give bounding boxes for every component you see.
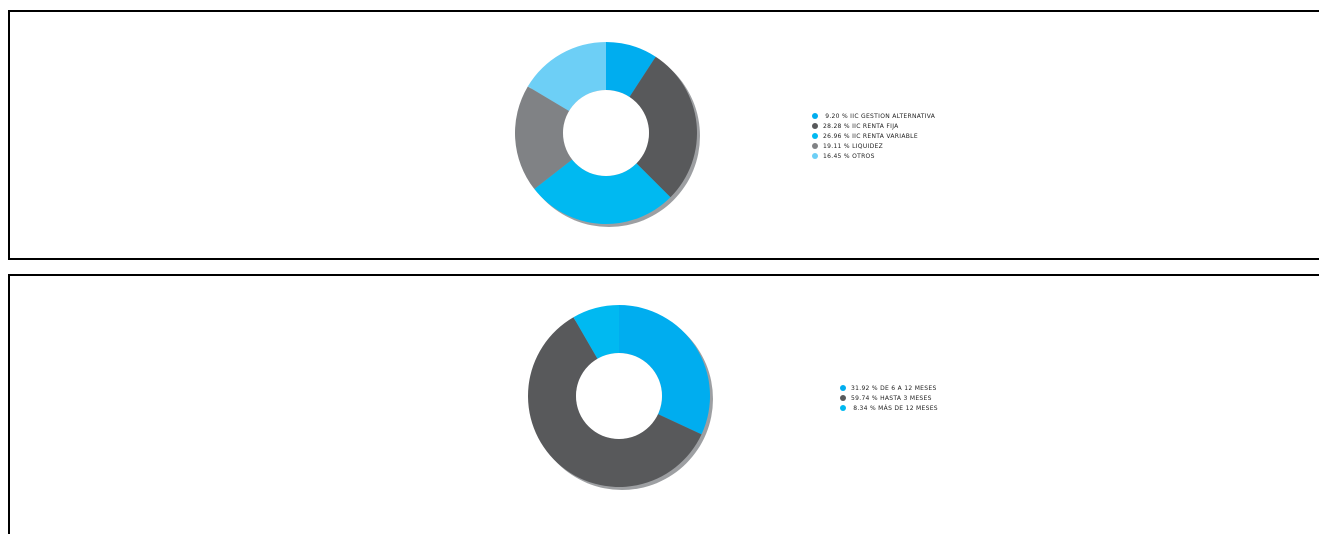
donut-chart-maturity	[528, 305, 713, 490]
legend-label: 26.96 % IIC RENTA VARIABLE	[823, 132, 918, 140]
legend-swatch	[840, 395, 846, 401]
legend-item: 26.96 % IIC RENTA VARIABLE	[812, 131, 935, 141]
legend-label: 8.34 % MÁS DE 12 MESES	[851, 404, 938, 412]
donut-hole	[563, 90, 649, 176]
donut-slice-1	[619, 305, 710, 435]
donut-slice-2	[528, 317, 702, 487]
legend-item: 8.34 % MÁS DE 12 MESES	[840, 403, 938, 413]
donut-slice-1	[606, 42, 656, 97]
legend-label: 19.11 % LIQUIDEZ	[823, 142, 884, 150]
donut-hole	[576, 353, 662, 439]
chart-panel-bottom	[8, 274, 1319, 534]
donut-slice-4	[515, 86, 573, 190]
donut-slice-3	[534, 159, 671, 224]
legend-swatch	[840, 385, 846, 391]
donut-chart-assets	[515, 42, 700, 227]
donut-slice-5	[527, 42, 606, 111]
donut-slice-2	[629, 56, 697, 198]
legend-item: 31.92 % DE 6 A 12 MESES	[840, 383, 938, 393]
legend-item: 28.28 % IIC RENTA FIJA	[812, 121, 935, 131]
legend-maturity: 31.92 % DE 6 A 12 MESES 59.74 % HASTA 3 M…	[840, 383, 938, 413]
legend-swatch	[812, 133, 818, 139]
legend-item: 9.20 % IIC GESTION ALTERNATIVA	[812, 111, 935, 121]
legend-assets: 9.20 % IIC GESTION ALTERNATIVA 28.28 % II…	[812, 111, 935, 161]
legend-swatch	[812, 113, 818, 119]
legend-item: 19.11 % LIQUIDEZ	[812, 141, 935, 151]
legend-label: 9.20 % IIC GESTION ALTERNATIVA	[823, 112, 936, 120]
chart-panel-top	[8, 10, 1319, 260]
legend-swatch	[840, 405, 846, 411]
legend-label: 59.74 % HASTA 3 MESES	[851, 394, 932, 402]
legend-item: 16.45 % OTROS	[812, 151, 935, 161]
legend-label: 16.45 % OTROS	[823, 152, 875, 160]
legend-label: 28.28 % IIC RENTA FIJA	[823, 122, 899, 130]
legend-item: 59.74 % HASTA 3 MESES	[840, 393, 938, 403]
legend-label: 31.92 % DE 6 A 12 MESES	[851, 384, 937, 392]
legend-swatch	[812, 123, 818, 129]
donut-slice-3	[573, 305, 619, 359]
legend-swatch	[812, 153, 818, 159]
legend-swatch	[812, 143, 818, 149]
